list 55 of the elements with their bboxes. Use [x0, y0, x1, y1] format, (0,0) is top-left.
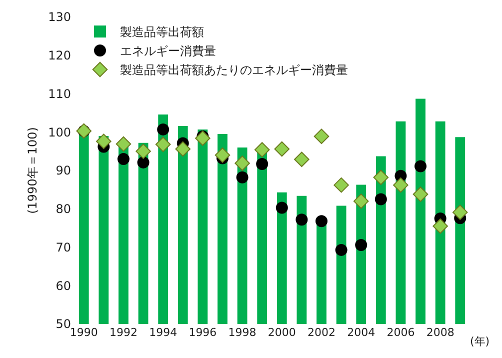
point — [412, 186, 428, 202]
point — [195, 130, 210, 146]
point — [334, 177, 349, 193]
x-tick-label: 1992 — [109, 326, 138, 339]
point — [137, 156, 150, 168]
point — [254, 142, 270, 158]
x-tick-label: 2006 — [386, 326, 415, 339]
point — [432, 218, 448, 234]
y-tick-label: 70 — [56, 240, 71, 254]
point — [294, 152, 310, 168]
point — [353, 194, 369, 209]
x-tick-label: 1990 — [70, 326, 98, 339]
point — [234, 156, 250, 171]
y-axis-title: (1990年＝100) — [25, 127, 40, 214]
point — [214, 148, 230, 163]
x-tick-label: 2000 — [268, 326, 296, 339]
point — [136, 144, 151, 159]
y-tick-label: 110 — [48, 86, 71, 101]
point — [157, 123, 170, 136]
point — [236, 171, 248, 184]
legend-label: エネルギー消費量 — [120, 44, 216, 58]
x-tick-label: 2002 — [308, 326, 336, 339]
point — [374, 193, 387, 206]
point — [296, 214, 308, 226]
x-tick-label: 2008 — [426, 326, 454, 339]
point — [155, 136, 171, 152]
point — [276, 202, 288, 214]
point — [274, 141, 290, 157]
point — [175, 141, 191, 157]
point — [335, 244, 348, 256]
y-tick-label: 60 — [56, 278, 71, 293]
x-tick-label: 1994 — [149, 326, 178, 339]
point — [96, 134, 112, 149]
y-tick-label: 130 — [48, 10, 71, 24]
point — [355, 238, 368, 251]
point — [116, 136, 132, 152]
y-tick-label: 120 — [48, 48, 71, 63]
point — [256, 158, 268, 170]
point — [414, 160, 427, 172]
legend-label: 製造品等出荷額あたりのエネルギー消費量 — [120, 63, 348, 78]
x-tick-label: 2004 — [347, 326, 376, 339]
y-tick-label: 90 — [56, 164, 71, 178]
point — [316, 215, 328, 228]
legend-label: 製造品等出荷額 — [120, 25, 204, 40]
x-axis-title: (年) — [470, 335, 490, 348]
y-tick-label: 100 — [48, 125, 71, 140]
point — [117, 152, 130, 165]
point — [393, 177, 408, 193]
x-tick-label: 1998 — [228, 326, 256, 339]
point — [373, 170, 389, 186]
point — [452, 204, 468, 220]
x-tick-label: 1996 — [188, 326, 217, 339]
y-tick-label: 50 — [56, 317, 71, 332]
point — [314, 128, 330, 144]
y-tick-label: 80 — [56, 202, 71, 216]
